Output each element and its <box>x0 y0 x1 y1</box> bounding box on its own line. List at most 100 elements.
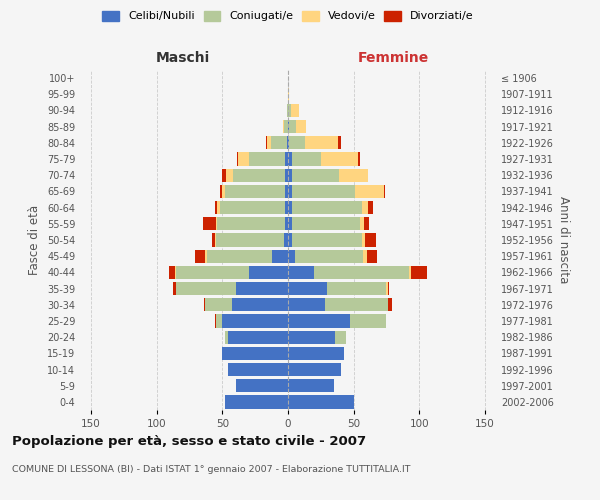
Bar <box>361 234 365 246</box>
Bar <box>173 282 176 295</box>
Bar <box>338 136 341 149</box>
Bar <box>220 201 286 214</box>
Bar <box>288 88 289 101</box>
Bar <box>292 152 321 166</box>
Bar <box>206 250 272 263</box>
Text: Popolazione per età, sesso e stato civile - 2007: Popolazione per età, sesso e stato civil… <box>12 435 366 448</box>
Bar <box>233 168 286 182</box>
Bar <box>288 136 289 149</box>
Bar <box>360 217 364 230</box>
Bar <box>288 152 292 166</box>
Bar <box>290 104 299 117</box>
Bar <box>412 266 427 279</box>
Bar <box>215 201 217 214</box>
Bar <box>288 298 325 312</box>
Bar <box>272 250 288 263</box>
Bar <box>288 185 292 198</box>
Bar <box>216 217 217 230</box>
Bar <box>328 282 386 295</box>
Bar <box>235 379 288 392</box>
Bar <box>292 185 355 198</box>
Bar <box>248 266 288 279</box>
Bar <box>176 282 235 295</box>
Bar <box>388 282 389 295</box>
Bar <box>358 152 360 166</box>
Bar <box>288 201 292 214</box>
Bar <box>215 234 216 246</box>
Bar <box>287 104 288 117</box>
Bar <box>288 250 295 263</box>
Bar <box>288 266 314 279</box>
Bar <box>386 282 388 295</box>
Bar <box>212 234 215 246</box>
Bar <box>223 185 225 198</box>
Bar <box>368 201 373 214</box>
Bar <box>225 330 227 344</box>
Bar <box>286 152 288 166</box>
Bar <box>169 266 175 279</box>
Bar <box>235 282 288 295</box>
Bar <box>288 217 292 230</box>
Bar <box>195 250 205 263</box>
Bar <box>335 330 346 344</box>
Bar <box>223 168 226 182</box>
Bar <box>288 282 328 295</box>
Bar <box>216 314 223 328</box>
Bar <box>205 250 206 263</box>
Bar <box>292 217 360 230</box>
Bar <box>289 120 296 134</box>
Bar <box>215 314 216 328</box>
Bar <box>225 396 288 408</box>
Bar <box>364 217 370 230</box>
Bar <box>286 201 288 214</box>
Bar <box>227 330 288 344</box>
Bar <box>288 346 344 360</box>
Legend: Celibi/Nubili, Coniugati/e, Vedovi/e, Divorziati/e: Celibi/Nubili, Coniugati/e, Vedovi/e, Di… <box>103 10 473 22</box>
Bar <box>292 168 339 182</box>
Bar <box>355 185 384 198</box>
Bar <box>409 266 412 279</box>
Bar <box>286 185 288 198</box>
Bar <box>232 298 288 312</box>
Text: Maschi: Maschi <box>156 51 210 65</box>
Bar <box>227 363 288 376</box>
Bar <box>288 234 292 246</box>
Bar <box>284 120 288 134</box>
Bar <box>216 234 284 246</box>
Bar <box>288 104 290 117</box>
Bar <box>283 120 284 134</box>
Bar <box>292 234 361 246</box>
Bar <box>288 120 289 134</box>
Bar <box>176 266 248 279</box>
Bar <box>288 363 341 376</box>
Text: Femmine: Femmine <box>358 51 428 65</box>
Bar <box>217 217 286 230</box>
Y-axis label: Anni di nascita: Anni di nascita <box>557 196 571 284</box>
Bar <box>271 136 287 149</box>
Bar <box>325 298 388 312</box>
Bar <box>288 168 292 182</box>
Bar <box>295 250 363 263</box>
Bar <box>339 168 368 182</box>
Bar <box>305 136 338 149</box>
Bar <box>292 201 361 214</box>
Bar <box>388 298 392 312</box>
Bar <box>203 217 216 230</box>
Bar <box>314 266 409 279</box>
Bar <box>217 201 220 214</box>
Bar <box>223 314 288 328</box>
Bar <box>365 234 376 246</box>
Bar <box>384 185 385 198</box>
Bar <box>286 217 288 230</box>
Bar <box>288 379 334 392</box>
Bar <box>267 136 271 149</box>
Bar <box>220 185 223 198</box>
Bar <box>266 136 267 149</box>
Bar <box>225 185 286 198</box>
Bar <box>288 330 335 344</box>
Bar <box>288 314 350 328</box>
Bar <box>287 136 288 149</box>
Bar <box>205 298 232 312</box>
Bar <box>367 250 377 263</box>
Bar <box>286 168 288 182</box>
